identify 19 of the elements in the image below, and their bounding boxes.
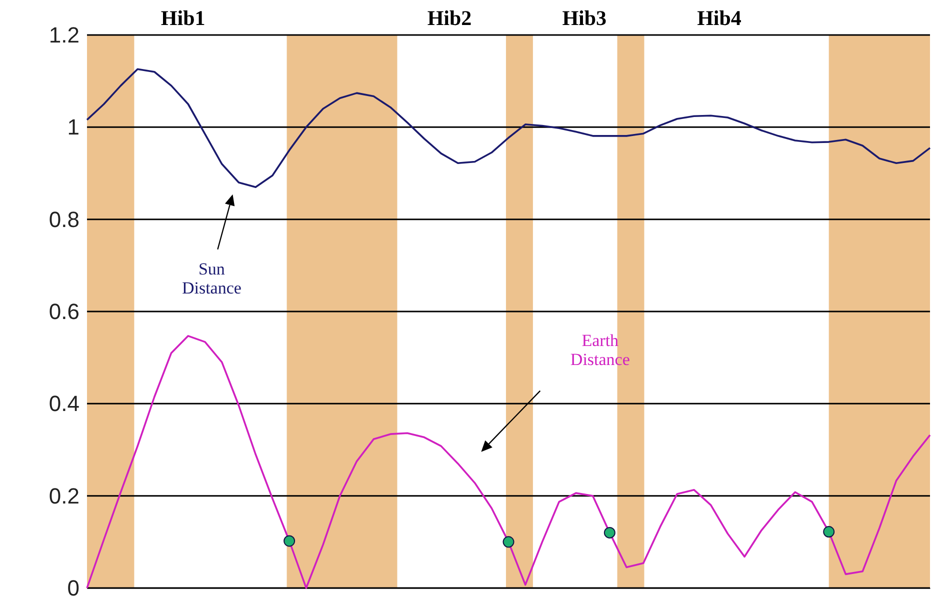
text: Hib3 <box>562 6 607 30</box>
y-tick-label: 0 <box>67 576 80 599</box>
point <box>502 536 514 548</box>
y-tick-label: 0.2 <box>48 483 80 508</box>
y-tick-label: 1 <box>67 114 80 140</box>
text: Sun Distance <box>182 259 242 298</box>
text: Hib2 <box>427 6 472 30</box>
line-series <box>86 68 931 188</box>
point <box>604 526 616 538</box>
text: Hib1 <box>160 6 206 30</box>
y-tick-label: 0.6 <box>48 299 80 324</box>
text: Hib4 <box>697 6 742 30</box>
y-tick-label: 0.4 <box>48 391 80 416</box>
text: Earth Distance <box>570 330 630 369</box>
y-tick-label: 0.8 <box>48 206 80 232</box>
line-series <box>86 335 931 589</box>
point <box>823 526 835 538</box>
y-tick-label: 1.2 <box>48 22 80 48</box>
point <box>284 535 296 547</box>
